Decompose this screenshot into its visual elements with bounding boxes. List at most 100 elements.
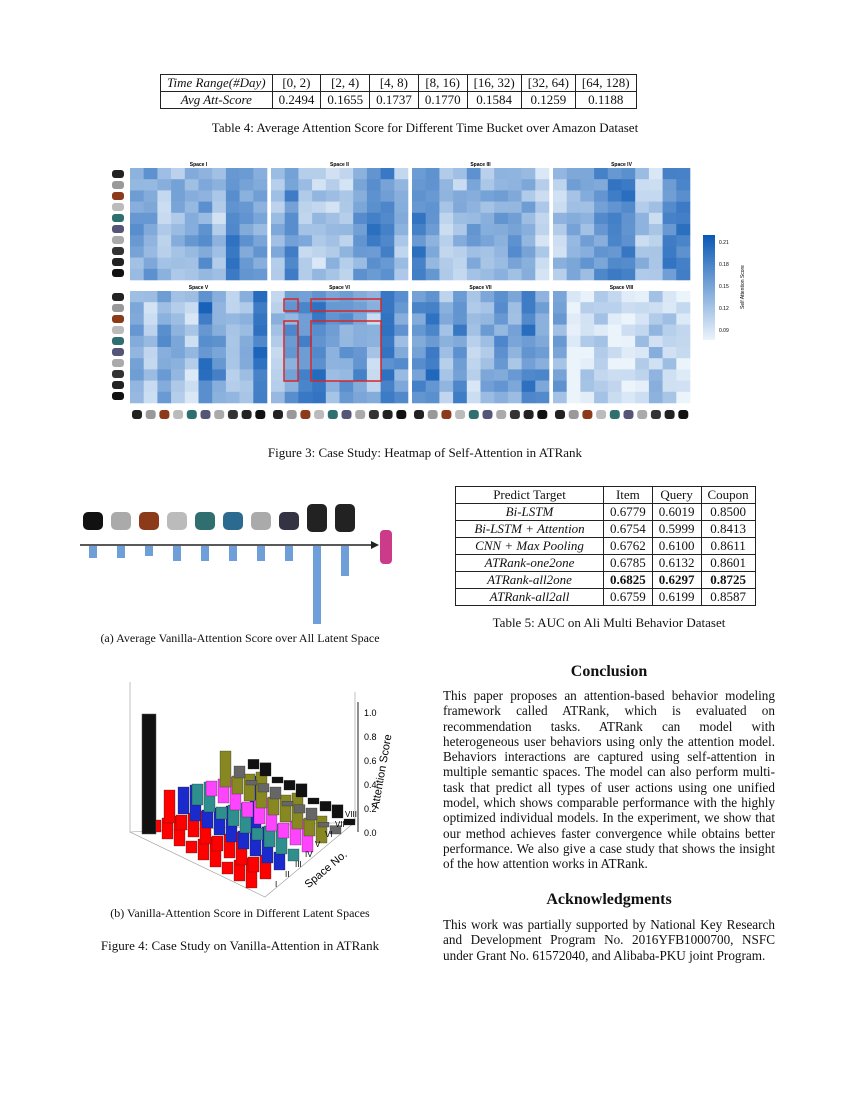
heatmap-cell bbox=[184, 313, 199, 325]
heatmap-cell bbox=[184, 268, 199, 281]
heatmap-cell bbox=[662, 291, 677, 303]
heatmap-cell bbox=[553, 324, 567, 337]
heatmap-cell bbox=[594, 190, 609, 202]
subplot-title: Space V bbox=[189, 285, 209, 291]
highlight-box bbox=[283, 320, 299, 382]
heatmap-cell bbox=[439, 268, 454, 281]
heatmap-cell bbox=[171, 324, 186, 337]
bar-3d bbox=[219, 750, 232, 788]
heatmap-cell bbox=[353, 358, 368, 370]
heatmap-cell bbox=[239, 246, 254, 258]
table-row: Bi-LSTM 0.6779 0.6019 0.8500 bbox=[455, 503, 756, 521]
heatmap-cell bbox=[212, 246, 227, 258]
heatmap-cell bbox=[635, 347, 650, 359]
heatmap-cell bbox=[580, 391, 595, 404]
heatmap-cell bbox=[339, 179, 354, 191]
heatmap-cell bbox=[271, 324, 285, 337]
heatmap-cell bbox=[425, 380, 440, 393]
heatmap-cell bbox=[212, 257, 227, 270]
heatmap-cell bbox=[494, 369, 509, 381]
bar bbox=[285, 546, 293, 561]
heatmap-cell bbox=[607, 257, 622, 270]
heatmap-cell bbox=[662, 168, 677, 180]
table-cell: [64, 128) bbox=[574, 74, 637, 92]
heatmap-cell bbox=[225, 212, 240, 225]
item-icon bbox=[112, 181, 124, 189]
heatmap-cell bbox=[635, 190, 650, 202]
figure-caption: Figure 4: Case Study on Vanilla-Attentio… bbox=[100, 938, 380, 953]
heatmap-cell bbox=[380, 268, 395, 281]
heatmap-cell bbox=[239, 257, 254, 270]
heatmap-cell bbox=[466, 302, 481, 314]
heatmap-cell bbox=[325, 358, 340, 370]
heatmap-cell bbox=[157, 358, 172, 370]
heatmap-cell bbox=[507, 358, 522, 370]
heatmap-cell bbox=[425, 268, 440, 281]
heatmap-cell bbox=[171, 190, 186, 202]
table-cell: 0.8413 bbox=[700, 520, 756, 538]
table-cell: [16, 32) bbox=[466, 74, 522, 92]
heatmap-cell bbox=[298, 302, 313, 314]
subplot-title: Space VII bbox=[469, 285, 492, 291]
heatmap-cell bbox=[253, 313, 268, 325]
heatmap-cell bbox=[621, 246, 636, 258]
heatmap-cell bbox=[566, 212, 581, 225]
heatmap-cell bbox=[607, 235, 622, 247]
heatmap-cell bbox=[507, 291, 522, 303]
item-icon bbox=[355, 410, 366, 419]
heatmap-cell bbox=[662, 335, 677, 348]
bar-3d bbox=[215, 806, 228, 820]
heatmap-cell bbox=[439, 246, 454, 258]
bar-3d bbox=[237, 830, 250, 850]
heatmap-cell bbox=[380, 235, 395, 247]
heatmap-cell bbox=[648, 347, 663, 359]
heatmap-cell bbox=[184, 324, 199, 337]
heatmap-cell bbox=[453, 369, 468, 381]
heatmap-cell bbox=[312, 212, 327, 225]
heatmap-cell bbox=[480, 347, 495, 359]
bar-3d bbox=[243, 773, 256, 802]
heatmap-cell bbox=[130, 313, 144, 325]
heatmap-cell bbox=[507, 335, 522, 348]
item-icon bbox=[112, 326, 124, 334]
heatmap-cell bbox=[143, 179, 158, 191]
heatmap-cell bbox=[494, 380, 509, 393]
heatmap-cell bbox=[566, 168, 581, 180]
heatmap-cell bbox=[198, 212, 213, 225]
heatmap-cell bbox=[394, 246, 409, 258]
heatmap-cell bbox=[594, 369, 609, 381]
item-icon bbox=[335, 504, 355, 532]
heatmap-cell bbox=[676, 235, 691, 247]
heatmap-cell bbox=[225, 347, 240, 359]
bar bbox=[117, 546, 125, 558]
heatmap-cell bbox=[239, 235, 254, 247]
heatmap-cell bbox=[621, 391, 636, 404]
heatmap-cell bbox=[425, 212, 440, 225]
heatmap-cell bbox=[353, 380, 368, 393]
heatmap-cell bbox=[621, 335, 636, 348]
item-icon bbox=[159, 410, 170, 419]
heatmap-cell bbox=[366, 212, 381, 225]
heatmap-cell bbox=[198, 246, 213, 258]
heatmap-cell bbox=[298, 313, 313, 325]
heatmap-cell bbox=[635, 212, 650, 225]
heatmap-cell bbox=[580, 246, 595, 258]
heatmap-cell bbox=[635, 335, 650, 348]
heatmap-cell bbox=[507, 380, 522, 393]
heatmap-cell bbox=[198, 179, 213, 191]
table-cell: 0.6132 bbox=[651, 554, 702, 572]
heatmap-cell bbox=[480, 369, 495, 381]
heatmap-cell bbox=[648, 324, 663, 337]
heatmap-cell bbox=[412, 268, 426, 281]
heatmap-cell bbox=[171, 358, 186, 370]
heatmap-cell bbox=[566, 324, 581, 337]
heatmap-cell bbox=[380, 302, 395, 314]
heatmap-cell bbox=[239, 324, 254, 337]
item-icon bbox=[582, 410, 593, 419]
heatmap-cell bbox=[298, 335, 313, 348]
heatmap-cell bbox=[535, 324, 550, 337]
heatmap-cell bbox=[566, 335, 581, 348]
bar-3d bbox=[343, 818, 356, 826]
heatmap-cell bbox=[171, 335, 186, 348]
heatmap-cell bbox=[535, 235, 550, 247]
